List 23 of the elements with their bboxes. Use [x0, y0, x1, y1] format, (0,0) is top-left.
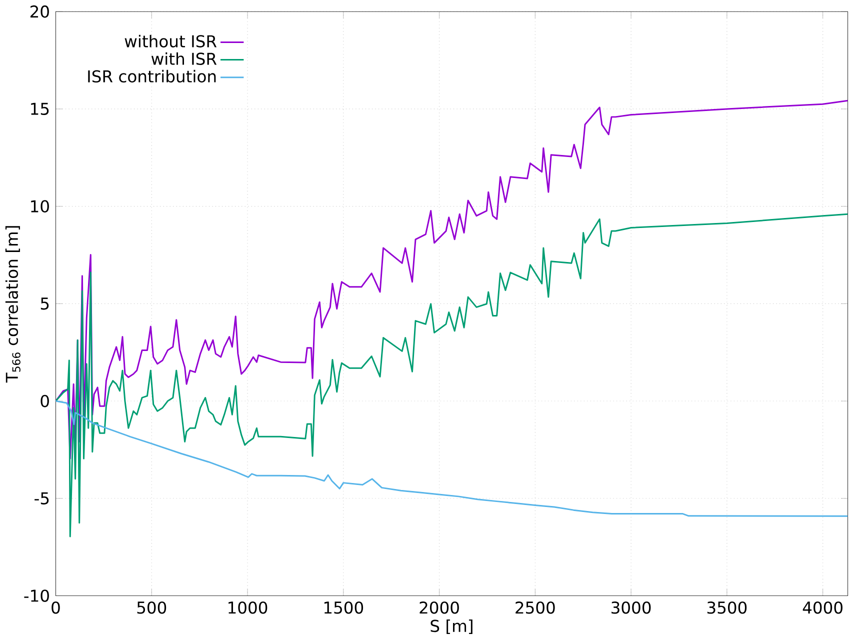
y-tick-label: -10 [24, 589, 49, 602]
x-tick-label: 0 [52, 601, 60, 614]
y-tick-label: 20 [30, 5, 49, 18]
y-tick-label: 0 [40, 394, 49, 407]
x-axis-title: S [m] [430, 619, 472, 634]
line-series [56, 213, 848, 538]
y-tick-label: 15 [31, 102, 49, 115]
y-tick-label: -5 [34, 492, 49, 504]
x-tick-label: 2500 [516, 601, 555, 614]
legend-label: with ISR [151, 52, 217, 65]
x-tick-label: 500 [137, 601, 166, 614]
y-tick-label: 10 [31, 200, 49, 212]
x-tick-label: 4000 [802, 601, 842, 614]
x-tick-label: 1000 [228, 601, 268, 614]
line-series [56, 400, 848, 517]
legend-label: without ISR [124, 34, 217, 48]
x-tick-label: 3500 [707, 601, 747, 614]
legend-label: ISR contribution [88, 70, 216, 82]
x-tick-label: 2000 [420, 601, 459, 614]
y-axis-title: T$_{566}$ correlation [m] [5, 226, 20, 382]
x-tick-label: 3000 [612, 601, 651, 614]
x-tick-label: 1500 [324, 601, 364, 614]
y-tick-label: 5 [40, 297, 49, 310]
